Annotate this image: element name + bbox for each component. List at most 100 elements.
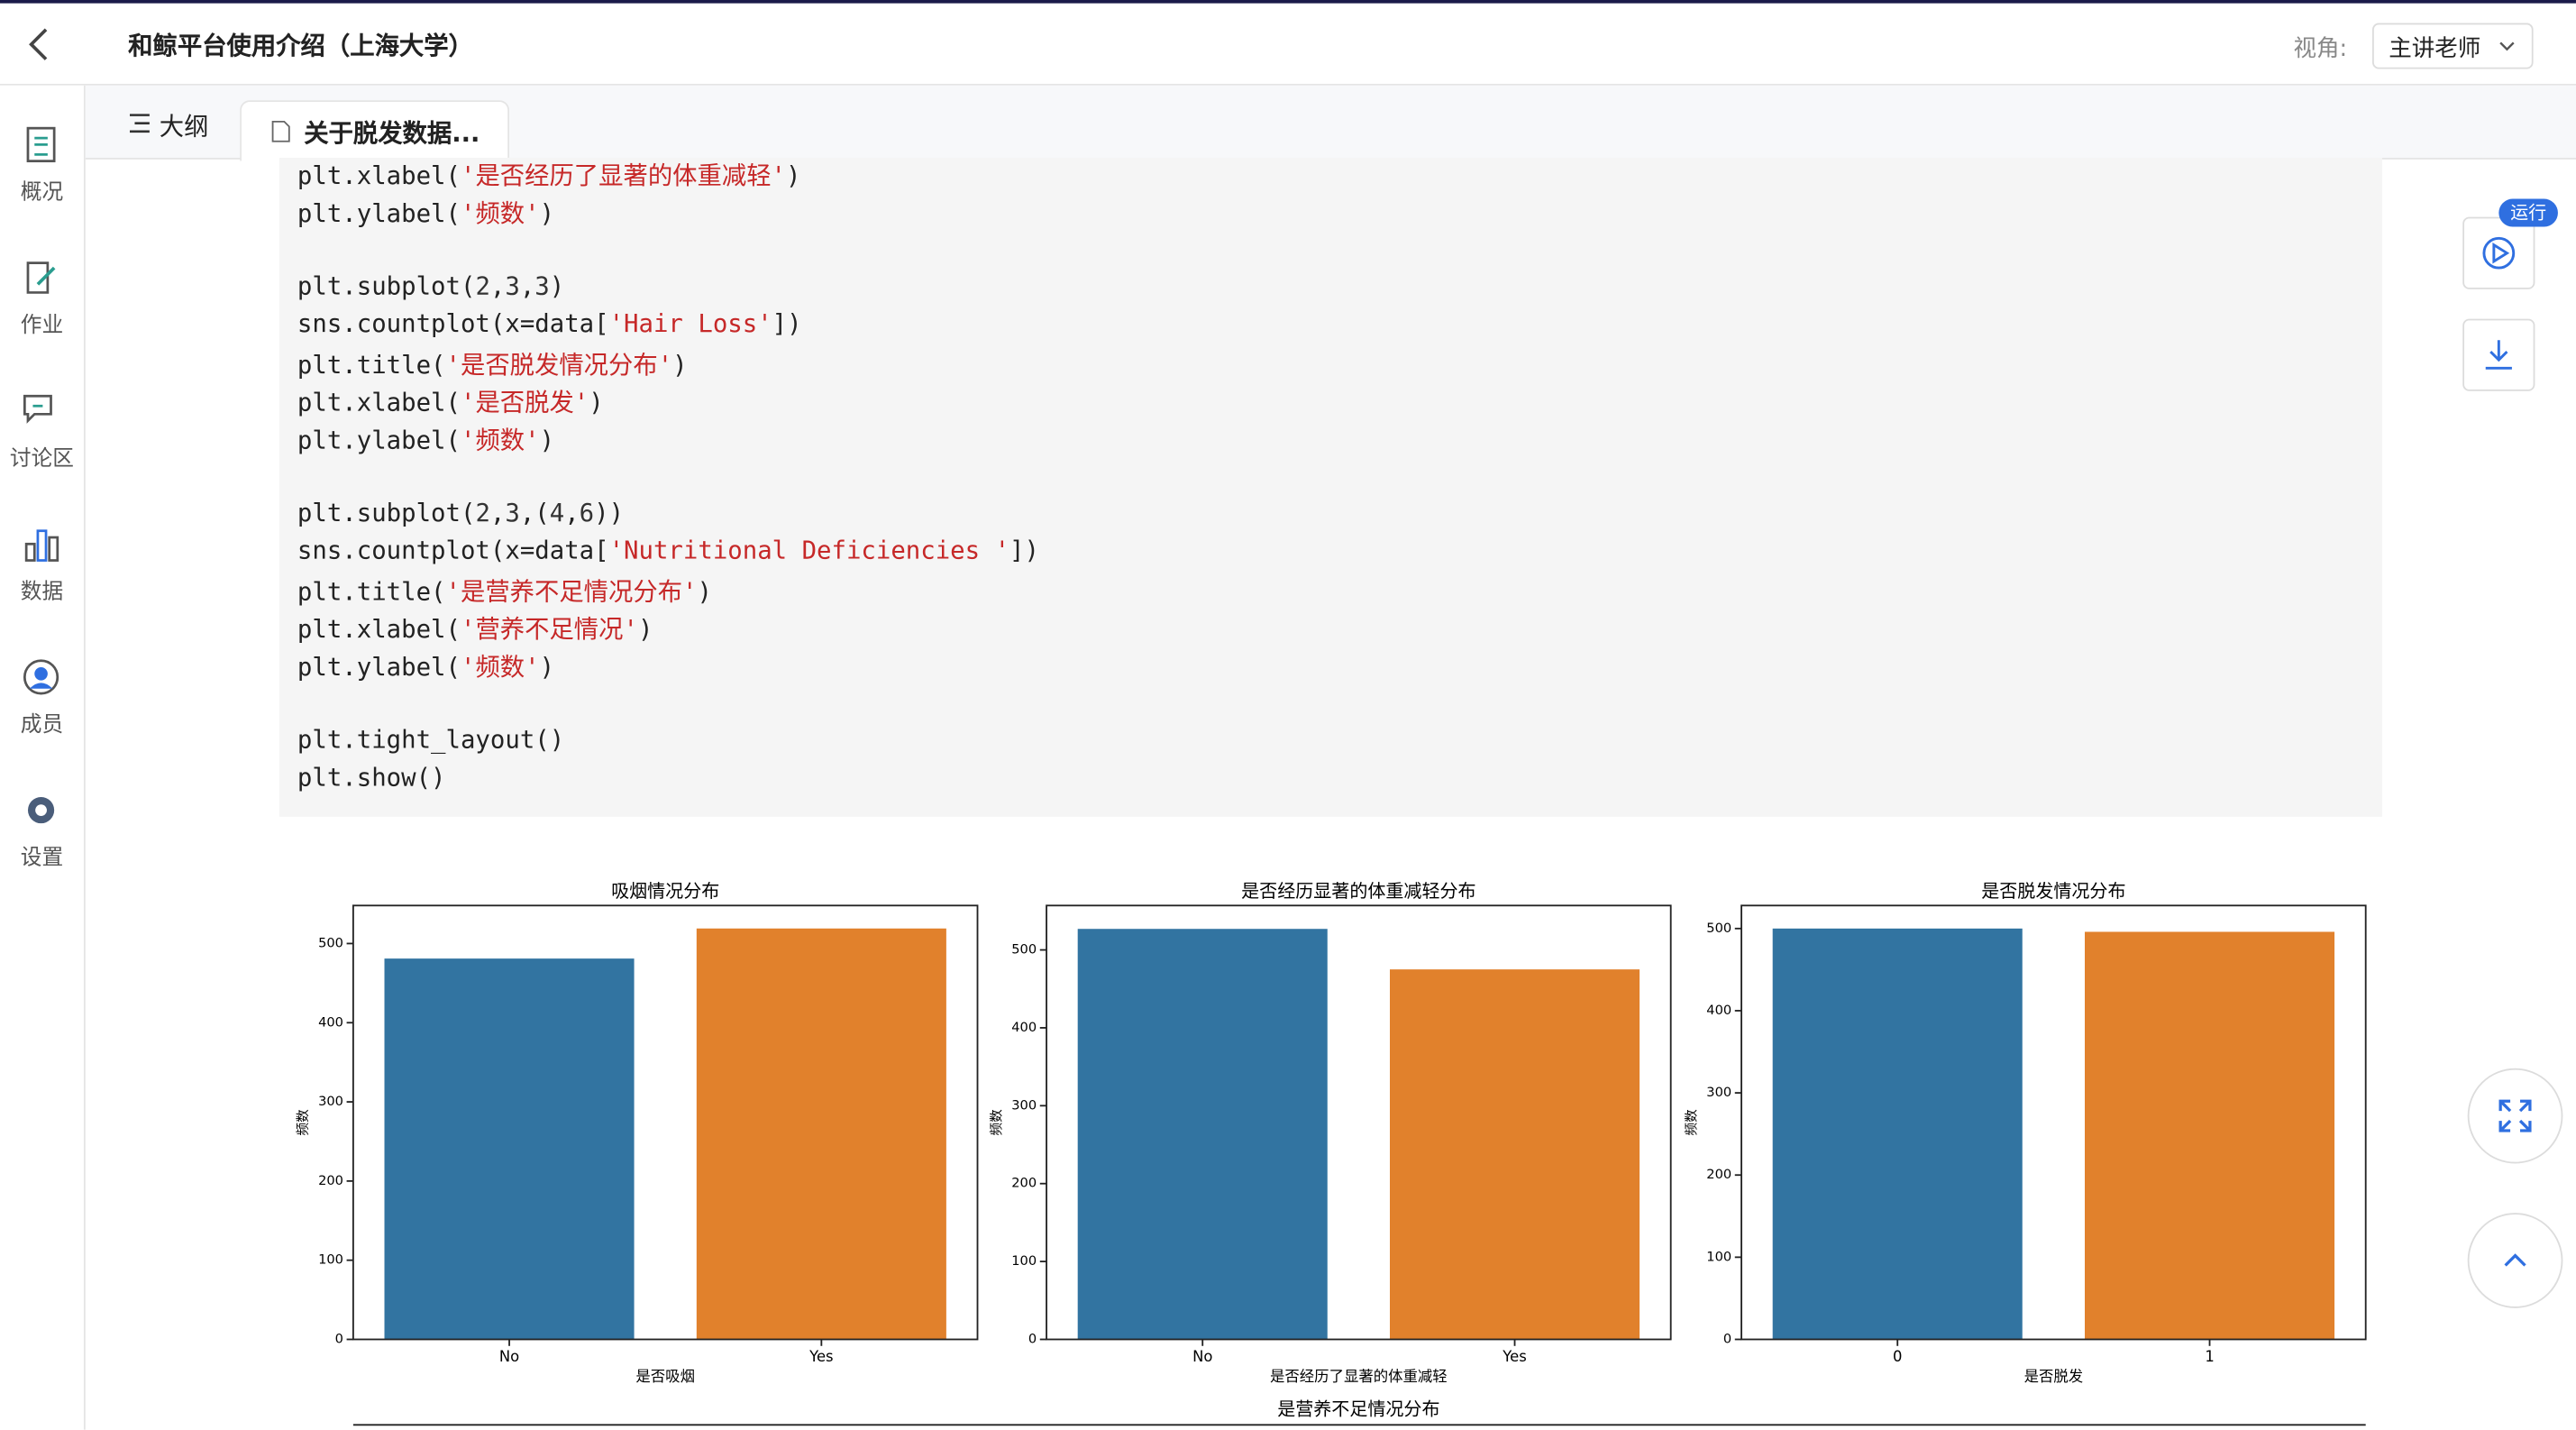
download-button[interactable] (2462, 318, 2535, 391)
y-tick-label: 300 (318, 1094, 343, 1109)
y-tick-label: 100 (1706, 1249, 1731, 1264)
code-line: plt.ylabel('频数') (297, 422, 554, 456)
y-tick-label: 400 (318, 1014, 343, 1030)
y-tick-label: 200 (318, 1173, 343, 1188)
nav-item[interactable]: 作业 (20, 314, 64, 339)
icon (23, 394, 52, 424)
up-icon (2504, 1253, 2526, 1267)
code-token: , (564, 498, 580, 528)
tab[interactable]: 大纲 (159, 111, 209, 142)
code-line: plt.title('是否脱发情况分布') (297, 347, 688, 381)
code-token: '频数' (460, 652, 540, 683)
code-token: plt.ylabel( (297, 198, 461, 229)
nav-item[interactable]: 设置 (20, 846, 64, 872)
y-tick-label: 300 (1706, 1085, 1731, 1100)
code-token: 2 (475, 270, 490, 301)
x-tick-label: No (1192, 1348, 1212, 1365)
icon (26, 261, 56, 294)
nav-icon (22, 524, 61, 564)
code-token: ) (549, 270, 565, 301)
download-icon (2485, 340, 2512, 370)
run-badge: 运行 (2498, 198, 2558, 227)
code-token: 4 (549, 498, 565, 528)
run-icon (2482, 236, 2516, 270)
code-line: plt.ylabel('频数') (297, 196, 554, 230)
code-token: plt.tight_layout() (297, 724, 565, 755)
nav-item[interactable]: 概况 (20, 180, 64, 206)
view-select[interactable]: 主讲老师 (2371, 23, 2534, 69)
y-tick-label: 200 (1706, 1167, 1731, 1182)
nav-item[interactable]: 数据 (20, 580, 64, 605)
code-token: , (489, 498, 506, 528)
code-token: ]) (772, 308, 802, 339)
code-token: ) (672, 350, 688, 380)
code-token: plt.ylabel( (297, 652, 461, 683)
nav-icon (22, 125, 61, 165)
code-token: plt.xlabel( (297, 614, 461, 645)
nav-icon (22, 791, 61, 830)
y-tick-label: 100 (1011, 1253, 1037, 1269)
active-tab[interactable]: 关于脱发数据... (240, 100, 510, 161)
x-axis-label: 是否经历了显著的体重减轻 (1270, 1368, 1448, 1385)
code-line: plt.show() (297, 763, 446, 793)
x-axis-label: 是否吸烟 (635, 1368, 695, 1385)
code-token: plt.subplot( (297, 270, 476, 301)
bar (696, 928, 946, 1340)
view-value: 主讲老师 (2389, 36, 2481, 63)
code-line: plt.subplot(2,3,3) (297, 271, 564, 301)
nav-icon (22, 258, 61, 298)
code-cell: plt.xlabel('是否经历了显著的体重减轻') plt.ylabel('频数… (279, 157, 2382, 817)
run-button[interactable] (2462, 216, 2535, 289)
code-token: 'Nutritional Deficiencies ' (608, 536, 1010, 566)
plot-frame (1740, 904, 2367, 1341)
outline-icon (129, 114, 150, 133)
back-button[interactable] (23, 26, 56, 62)
y-tick-label: 0 (335, 1332, 343, 1347)
tab-label: 关于脱发数据... (304, 118, 480, 149)
code-token: 2 (475, 498, 490, 528)
x-tick-label: Yes (1502, 1348, 1526, 1365)
nav-item[interactable]: 成员 (20, 713, 64, 738)
code-token: plt.xlabel( (297, 160, 461, 191)
fullscreen-button[interactable] (2467, 1068, 2563, 1164)
code-line: sns.countplot(x=data['Hair Loss']) (297, 309, 802, 339)
chevron (2499, 41, 2515, 51)
code-token: )) (594, 498, 625, 528)
bar (1390, 969, 1640, 1340)
code-token: '是否经历了显著的体重减轻' (460, 160, 787, 191)
code-token: plt.ylabel( (297, 426, 461, 455)
bar (2085, 931, 2335, 1340)
y-axis-label: 频数 (296, 1109, 311, 1136)
code-line: plt.title('是营养不足情况分布') (297, 573, 712, 608)
code-token: , (489, 270, 506, 301)
nav-item[interactable]: 讨论区 (9, 446, 75, 472)
x-tick-label: 0 (1893, 1348, 1902, 1365)
x-axis-label: 是否脱发 (2024, 1368, 2084, 1385)
code-line: plt.tight_layout() (297, 725, 564, 755)
code-token: '营养不足情况' (460, 614, 638, 645)
code-token: '频数' (460, 198, 540, 229)
code-line: sns.countplot(x=data['Nutritional Defici… (297, 536, 1039, 565)
code-line: plt.xlabel('是否经历了显著的体重减轻') (297, 158, 801, 192)
code-token: ) (697, 576, 712, 607)
y-tick-label: 400 (1706, 1003, 1731, 1018)
nav-icon (22, 391, 61, 431)
y-tick-label: 500 (318, 935, 343, 950)
code-line: plt.subplot(2,3,(4,6)) (297, 498, 624, 527)
code-token: '频数' (460, 426, 540, 455)
sidebar: 概况作业讨论区数据成员设置 (0, 85, 86, 1430)
x-tick-label: No (499, 1348, 519, 1365)
code-token: plt.title( (297, 576, 446, 607)
code-token: 3 (534, 270, 550, 301)
code-token: , (519, 270, 535, 301)
x-tick-label: Yes (808, 1348, 833, 1365)
code-token: ) (786, 160, 801, 191)
scroll-top-button[interactable] (2467, 1213, 2563, 1308)
chart-title: 是否脱发情况分布 (1981, 880, 2125, 902)
view-label: 视角: (2293, 36, 2348, 63)
course-title: 和鲸平台使用介绍（上海大学） (128, 31, 473, 61)
code-token: ) (539, 198, 555, 229)
y-tick-label: 100 (318, 1252, 343, 1268)
code-line: plt.xlabel('营养不足情况') (297, 611, 653, 646)
